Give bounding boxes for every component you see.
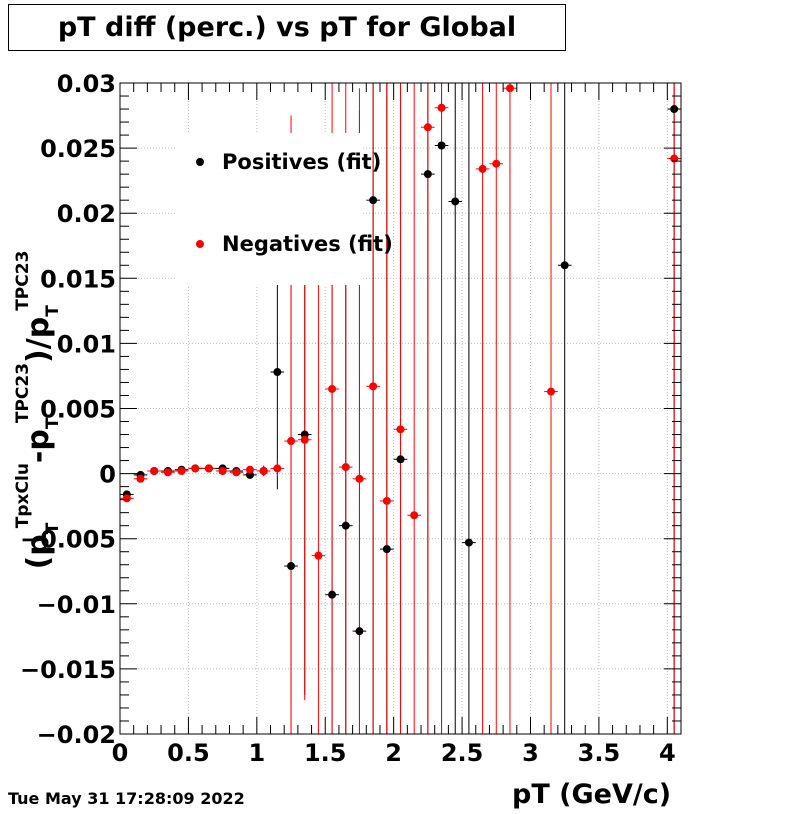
point-negative (670, 154, 679, 163)
ylabel-sub2: T (43, 417, 63, 429)
point-negative (410, 511, 419, 520)
y-axis-label: (pTTpxClu-pTTPC23)/pTTPC23 (13, 251, 63, 570)
point-positive (273, 368, 282, 377)
point-positive (396, 455, 405, 464)
point-negative (396, 425, 405, 434)
point-negative (273, 464, 282, 473)
point-positive (355, 627, 364, 636)
point-positive (382, 545, 391, 554)
ylabel-sub3: T (43, 305, 63, 317)
x-tick-label: 3 (522, 739, 539, 767)
y-tick-label: 0.01 (57, 330, 116, 358)
point-negative (382, 496, 391, 505)
point-positive (328, 590, 337, 599)
x-tick-label: 2.5 (441, 739, 484, 767)
ylabel-sup2: TPC23 (13, 363, 33, 423)
point-positive (464, 538, 473, 547)
point-positive (437, 141, 446, 150)
point-negative (287, 437, 296, 446)
svg-text:(pTTpxClu-pTTPC23)/pTTPC23: (pTTpxClu-pTTPC23)/pTTPC23 (13, 251, 63, 570)
y-tick-label: 0.005 (40, 396, 116, 424)
tick-labels: 0 0.5 1 1.5 2 2.5 3 3.5 4 0.03 0.025 0.02 0.015 0.01 0… (20, 70, 676, 767)
point-negative (122, 494, 131, 503)
point-negative (232, 468, 241, 477)
y-tick-label: 0.02 (57, 200, 116, 228)
point-positive (423, 170, 432, 179)
ylabel-close: )/p (21, 317, 56, 363)
point-negative (314, 551, 323, 560)
y-tick-label: 0 (99, 461, 116, 489)
point-negative (505, 84, 514, 93)
point-positive (560, 261, 569, 270)
point-negative (437, 103, 446, 112)
point-negative (355, 474, 364, 483)
timestamp: Tue May 31 17:28:09 2022 (8, 789, 245, 808)
ylabel-open: (p (21, 534, 56, 569)
x-tick-label: 4 (659, 739, 676, 767)
x-axis-label: pT (GeV/c) (512, 779, 672, 810)
point-negative (150, 466, 159, 475)
x-tick-label: 1.5 (304, 739, 347, 767)
legend-markers (196, 158, 204, 248)
x-tick-label: 3.5 (578, 739, 621, 767)
x-tick-label: 2 (385, 739, 402, 767)
point-negative (423, 123, 432, 132)
point-negative (478, 164, 487, 173)
y-tick-label: 0.025 (40, 135, 116, 163)
ylabel-sub1: T (43, 522, 63, 534)
point-positive (451, 197, 460, 206)
y-tick-label: −0.02 (37, 721, 116, 749)
ylabel-sup1: TpxClu (13, 463, 33, 528)
ylabel-sup3: TPC23 (13, 251, 33, 311)
point-negative (191, 464, 200, 473)
point-positive (369, 196, 378, 205)
point-negative (259, 466, 268, 475)
legend-marker-positives (196, 158, 204, 166)
legend-marker-negatives (196, 240, 204, 248)
data-points (122, 84, 679, 636)
x-tick-label: 0 (112, 739, 129, 767)
y-tick-label: 0.015 (40, 265, 116, 293)
point-negative (204, 464, 213, 473)
point-negative (218, 466, 227, 475)
x-tick-label: 1 (248, 739, 265, 767)
ylabel-minus: -p (21, 429, 56, 463)
point-negative (492, 159, 501, 168)
legend-box (176, 133, 362, 285)
point-negative (328, 384, 337, 393)
point-negative (245, 465, 254, 474)
point-negative (177, 466, 186, 475)
point-negative (547, 387, 556, 396)
point-positive (287, 562, 296, 571)
legend-label-positives: Positives (fit) (222, 150, 382, 174)
point-negative (136, 474, 145, 483)
y-tick-label: −0.015 (20, 656, 116, 684)
point-negative (369, 382, 378, 391)
x-tick-label: 0.5 (167, 739, 210, 767)
point-positive (341, 521, 350, 530)
point-negative (163, 468, 172, 477)
y-tick-label: −0.005 (20, 526, 116, 554)
chart-title: pT diff (perc.) vs pT for Global (8, 4, 566, 51)
legend-label-negatives: Negatives (fit) (222, 232, 393, 256)
y-tick-label: 0.03 (57, 70, 116, 98)
point-negative (300, 435, 309, 444)
y-tick-label: −0.01 (37, 591, 116, 619)
axes (119, 82, 682, 735)
point-negative (341, 463, 350, 472)
